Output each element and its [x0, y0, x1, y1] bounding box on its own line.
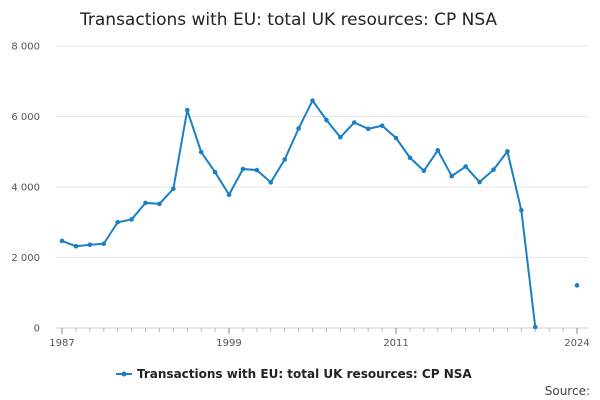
data-point[interactable] [282, 157, 288, 162]
data-point[interactable] [491, 167, 496, 173]
data-point[interactable] [268, 180, 274, 185]
data-point[interactable] [101, 241, 107, 247]
data-point[interactable] [435, 148, 441, 153]
data-point[interactable] [532, 324, 538, 330]
data-point[interactable] [212, 169, 218, 175]
y-tick-label: 6 000 [11, 112, 40, 123]
x-tick-label: 2024 [564, 338, 589, 349]
data-point[interactable] [73, 243, 79, 249]
legend-label: Transactions with EU: total UK resources… [137, 367, 472, 381]
data-point[interactable] [226, 192, 232, 198]
y-tick-label: 8 000 [11, 42, 40, 53]
gridlines [56, 45, 588, 329]
source-label: Source: [545, 384, 590, 398]
data-point[interactable] [87, 242, 93, 248]
data-point[interactable] [59, 238, 65, 244]
x-tick-label: 2011 [383, 338, 408, 349]
data-point[interactable] [143, 200, 148, 206]
series-layer [59, 98, 580, 330]
y-tick-label: 4 000 [11, 183, 40, 194]
data-point[interactable] [477, 179, 482, 185]
x-tick-label: 1987 [49, 338, 74, 349]
data-point[interactable] [519, 207, 524, 213]
legend[interactable]: Transactions with EU: total UK resources… [116, 367, 472, 381]
data-point[interactable] [338, 134, 343, 140]
data-point[interactable] [198, 149, 204, 155]
axes: 0 2 000 4 000 6 000 8 000 1987 1999 2011 2024 [11, 42, 589, 350]
data-point[interactable] [324, 117, 329, 123]
data-point[interactable] [407, 155, 413, 161]
data-point[interactable] [393, 135, 399, 141]
data-point[interactable] [254, 167, 260, 173]
data-point[interactable] [365, 126, 371, 132]
data-point[interactable] [351, 120, 357, 125]
data-point[interactable] [310, 98, 315, 103]
series-line [61, 99, 537, 328]
legend-swatch-marker [121, 371, 127, 377]
data-point[interactable] [463, 164, 468, 169]
data-point[interactable] [129, 217, 134, 222]
y-tick-label: 2 000 [11, 253, 40, 264]
data-point[interactable] [240, 166, 246, 172]
chart-title: Transactions with EU: total UK resources… [79, 10, 497, 30]
data-point[interactable] [379, 123, 385, 128]
data-point[interactable] [171, 186, 176, 192]
data-point[interactable] [421, 168, 427, 174]
y-tick-label: 0 [34, 324, 40, 335]
data-point[interactable] [115, 219, 120, 225]
x-tick-label: 1999 [216, 338, 241, 349]
data-point[interactable] [449, 173, 455, 179]
data-point[interactable] [157, 201, 162, 207]
data-point[interactable] [505, 149, 510, 154]
data-point[interactable] [574, 283, 580, 288]
data-point[interactable] [296, 126, 301, 131]
data-point[interactable] [184, 107, 190, 113]
